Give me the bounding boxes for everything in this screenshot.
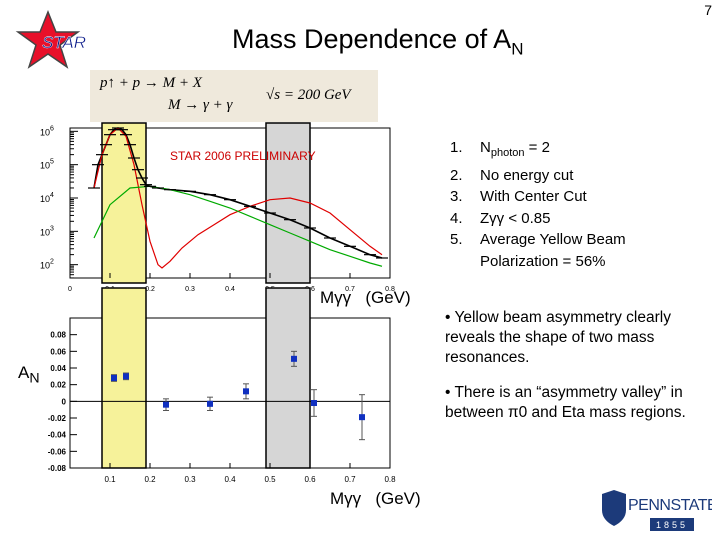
cut-number: 5. [450, 231, 463, 248]
pennstate-year-bar [650, 518, 694, 531]
bottom-xlabel-unit: (GeV) [375, 489, 421, 508]
pennstate-year: 1855 [656, 520, 688, 530]
star-logo-star-icon [15, 10, 81, 69]
y-tick-label: 0.06 [50, 347, 66, 356]
cuts-list: 1. Nphoton = 2 2. No energy cut 3. With Cen… [450, 137, 660, 272]
title-subscript: N [511, 39, 524, 59]
asymmetry-plot: 0.1 0.2 0.3 0.4 0.5 0.6 0.7 0.8 0.08 0.06 0.04 0.02… [48, 287, 396, 484]
x-tick-label: 0.3 [184, 475, 196, 484]
data-point [291, 355, 297, 362]
cut-text-main: N [480, 139, 491, 156]
note-asymmetry-valley: • There is an “asymmetry valley” in betw… [445, 384, 686, 421]
data-point [163, 401, 169, 408]
cut-item: 3. With Center Cut [450, 186, 660, 208]
preliminary-label: STAR 2006 PRELIMINARY [170, 149, 316, 163]
y-tick-label: 0 [62, 397, 67, 406]
data-point [207, 400, 213, 407]
pennstate-shield-icon [602, 490, 626, 526]
y-tick-label: 106 [40, 125, 54, 137]
cut-item: 4. Zγγ < 0.85 [450, 208, 660, 230]
series-line [93, 127, 383, 269]
note-yellow-beam: • Yellow beam asymmetry clearly reveals … [445, 309, 671, 366]
equation-line-2: M → γ + γ [168, 97, 233, 113]
cut-text: With Center Cut [480, 188, 587, 205]
cut-item: 5. Average Yellow Beam Polarization = 56% [450, 229, 660, 272]
y-tick-label: 105 [40, 159, 54, 171]
top-plot-x-axis-label: Mγγ (GeV) [320, 288, 411, 308]
y-tick-label: -0.04 [48, 431, 67, 440]
yellow-highlight-band [101, 122, 147, 284]
x-tick-label: 0.8 [385, 286, 395, 293]
x-tick-label: 0 [68, 286, 72, 293]
pennstate-logo: PENNSTATE 1855 [602, 490, 712, 531]
cut-number: 2. [450, 166, 463, 184]
cut-item: 2. No energy cut [450, 165, 660, 187]
top-xlabel-unit: (GeV) [365, 288, 411, 307]
bottom-plot-y-axis-label: AN [18, 363, 40, 386]
cut-number: 1. [450, 139, 463, 156]
cut-text: No energy cut [480, 166, 574, 184]
y-tick-label: 0.08 [50, 331, 66, 340]
data-point [243, 388, 249, 395]
star-logo-text: STAR [42, 33, 86, 52]
an-label-sub: N [29, 370, 40, 387]
cut-text: Nphoton = 2 [480, 137, 550, 165]
equation-energy: √s = 200 GeV [266, 87, 351, 103]
x-tick-label: 0.7 [345, 286, 355, 293]
an-label: A [18, 363, 30, 382]
y-tick-label: 0.02 [50, 381, 66, 390]
cut-text: Zγγ < 0.85 [480, 209, 551, 227]
x-tick-label: 0.5 [264, 475, 276, 484]
y-tick-label: -0.02 [48, 414, 67, 423]
bottom-plot-x-axis-label: Mγγ (GeV) [330, 489, 421, 509]
cut-item: 1. Nphoton = 2 [450, 137, 660, 165]
x-tick-label: 0.2 [144, 475, 156, 484]
y-tick-label: 102 [40, 259, 54, 271]
x-tick-label: 0.1 [104, 475, 116, 484]
cut-text-rest: = 2 [524, 139, 550, 156]
reaction-equation-box: p↑ + p → M + X M → γ + γ √s = 200 GeV [90, 70, 378, 122]
data-point [359, 414, 365, 421]
cut-number: 3. [450, 188, 463, 205]
y-tick-label: 104 [40, 192, 54, 204]
equation-line-1: p↑ + p → M + X [100, 75, 202, 91]
page-number: 7 [704, 2, 712, 18]
gray-highlight-band [265, 287, 311, 469]
series-line [93, 185, 383, 267]
page-title: Mass Dependence of AN [232, 24, 523, 59]
cut-text-sub: photon [490, 147, 525, 159]
star-logo: STAR [15, 10, 86, 69]
x-tick-label: 0.4 [224, 475, 236, 484]
title-text: Mass Dependence of A [232, 24, 512, 54]
notes: • Yellow beam asymmetry clearly reveals … [445, 308, 710, 438]
cut-number: 4. [450, 209, 463, 227]
x-tick-label: 0.8 [384, 475, 396, 484]
y-tick-label: 0.04 [50, 364, 66, 373]
y-tick-label: -0.08 [48, 464, 67, 473]
x-tick-label: 0.7 [344, 475, 356, 484]
data-point [111, 375, 117, 381]
pennstate-name: PENNSTATE [628, 497, 712, 514]
x-tick-label: 0.4 [225, 286, 235, 293]
y-tick-label: 103 [40, 225, 54, 237]
x-tick-label: 0.6 [304, 475, 316, 484]
data-point [123, 373, 129, 380]
data-point [311, 400, 317, 406]
gray-highlight-band [265, 122, 311, 284]
x-tick-label: 0.2 [145, 286, 155, 293]
y-tick-label: -0.06 [48, 447, 67, 456]
bottom-xlabel: Mγγ [330, 489, 362, 508]
x-tick-label: 0.3 [185, 286, 195, 293]
series-line [93, 127, 383, 259]
top-xlabel: Mγγ [320, 288, 352, 307]
cut-text: Average Yellow Beam Polarization = 56% [480, 231, 626, 270]
figure-panels: 0 0.1 0.2 0.3 0.4 0.5 0.6 0.7 0.8 102 103 104 105 106… [40, 122, 396, 484]
